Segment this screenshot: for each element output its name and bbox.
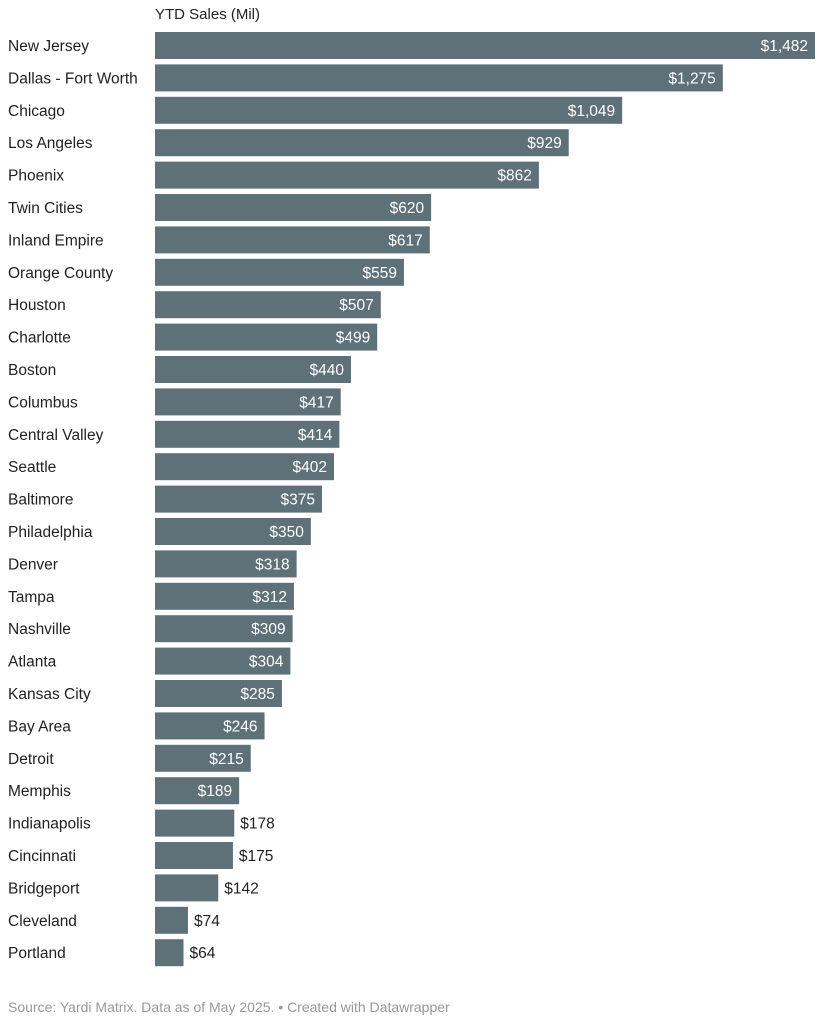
value-label: $350 <box>269 524 304 541</box>
bar <box>155 842 233 869</box>
bar <box>155 194 432 221</box>
category-label: Memphis <box>8 783 71 800</box>
bar <box>155 939 184 967</box>
category-label: Central Valley <box>8 427 104 444</box>
bar <box>155 518 311 545</box>
value-label: $309 <box>251 621 285 638</box>
value-label: $74 <box>194 913 220 930</box>
value-label: $559 <box>362 265 396 282</box>
bar <box>155 744 251 772</box>
source-note: Source: Yardi Matrix. Data as of May 202… <box>8 999 450 1015</box>
bar <box>155 582 294 610</box>
chart-title: YTD Sales (Mil) <box>155 6 261 23</box>
bar <box>155 874 219 902</box>
category-label: Columbus <box>8 394 78 411</box>
value-label: $402 <box>293 459 327 476</box>
category-label: Charlotte <box>8 330 71 347</box>
bar <box>155 32 815 59</box>
category-label: Nashville <box>8 621 71 638</box>
bar <box>155 291 381 319</box>
category-label: Seattle <box>8 459 56 476</box>
category-label: Tampa <box>8 589 55 606</box>
category-label: Portland <box>8 945 66 962</box>
category-label: Houston <box>8 297 66 314</box>
bar <box>155 161 539 189</box>
value-label: $375 <box>281 492 315 509</box>
value-label: $1,482 <box>761 38 808 55</box>
value-label: $189 <box>198 783 232 800</box>
category-label: Los Angeles <box>8 135 93 152</box>
bar <box>155 712 265 740</box>
category-label: Bridgeport <box>8 880 80 897</box>
category-label: Boston <box>8 362 56 379</box>
value-label: $507 <box>339 297 373 314</box>
bar <box>155 550 297 578</box>
bar <box>155 647 291 675</box>
bar <box>155 258 404 286</box>
category-label: Dallas - Fort Worth <box>8 70 138 87</box>
bar <box>155 777 240 805</box>
value-label: $1,049 <box>568 103 615 120</box>
category-label: Twin Cities <box>8 200 83 217</box>
value-label: $499 <box>336 330 370 347</box>
value-label: $617 <box>388 232 422 249</box>
category-label: Indianapolis <box>8 816 91 833</box>
category-label: Bay Area <box>8 718 71 735</box>
value-label: $620 <box>390 200 425 217</box>
category-label: Philadelphia <box>8 524 93 541</box>
bar <box>155 388 341 416</box>
bar <box>155 809 235 837</box>
value-label: $440 <box>309 362 344 379</box>
bar <box>155 356 351 383</box>
bar <box>155 680 282 707</box>
bar <box>155 323 378 351</box>
value-label: $862 <box>497 168 531 185</box>
category-label: Detroit <box>8 751 54 768</box>
value-label: $929 <box>527 135 561 152</box>
bar <box>155 96 623 124</box>
category-label: Denver <box>8 556 58 573</box>
value-label: $312 <box>252 589 286 606</box>
value-label: $414 <box>298 427 333 444</box>
category-label: Baltimore <box>8 492 73 509</box>
category-label: Cincinnati <box>8 848 76 865</box>
bar <box>155 615 293 643</box>
bar <box>155 420 340 448</box>
value-label: $318 <box>255 556 289 573</box>
value-label: $178 <box>240 816 274 833</box>
value-label: $142 <box>224 880 258 897</box>
category-label: Orange County <box>8 265 113 282</box>
value-label: $304 <box>249 654 284 671</box>
category-label: Chicago <box>8 103 65 120</box>
bar <box>155 64 723 92</box>
bar <box>155 129 569 157</box>
category-label: Cleveland <box>8 913 77 930</box>
category-label: Kansas City <box>8 686 91 703</box>
value-label: $1,275 <box>668 70 715 87</box>
value-label: $64 <box>190 945 216 962</box>
value-label: $175 <box>239 848 273 865</box>
bar <box>155 485 323 513</box>
bar <box>155 453 335 481</box>
category-label: Phoenix <box>8 168 64 185</box>
category-label: Inland Empire <box>8 232 104 249</box>
value-label: $285 <box>240 686 274 703</box>
bar <box>155 906 188 934</box>
bar <box>155 226 430 254</box>
category-label: Atlanta <box>8 654 57 671</box>
category-label: New Jersey <box>8 38 89 55</box>
value-label: $215 <box>209 751 243 768</box>
bar-chart: New Jersey $1,482 Dallas - Fort Worth $1,27… <box>8 32 815 967</box>
value-label: $246 <box>223 718 257 735</box>
value-label: $417 <box>299 394 333 411</box>
